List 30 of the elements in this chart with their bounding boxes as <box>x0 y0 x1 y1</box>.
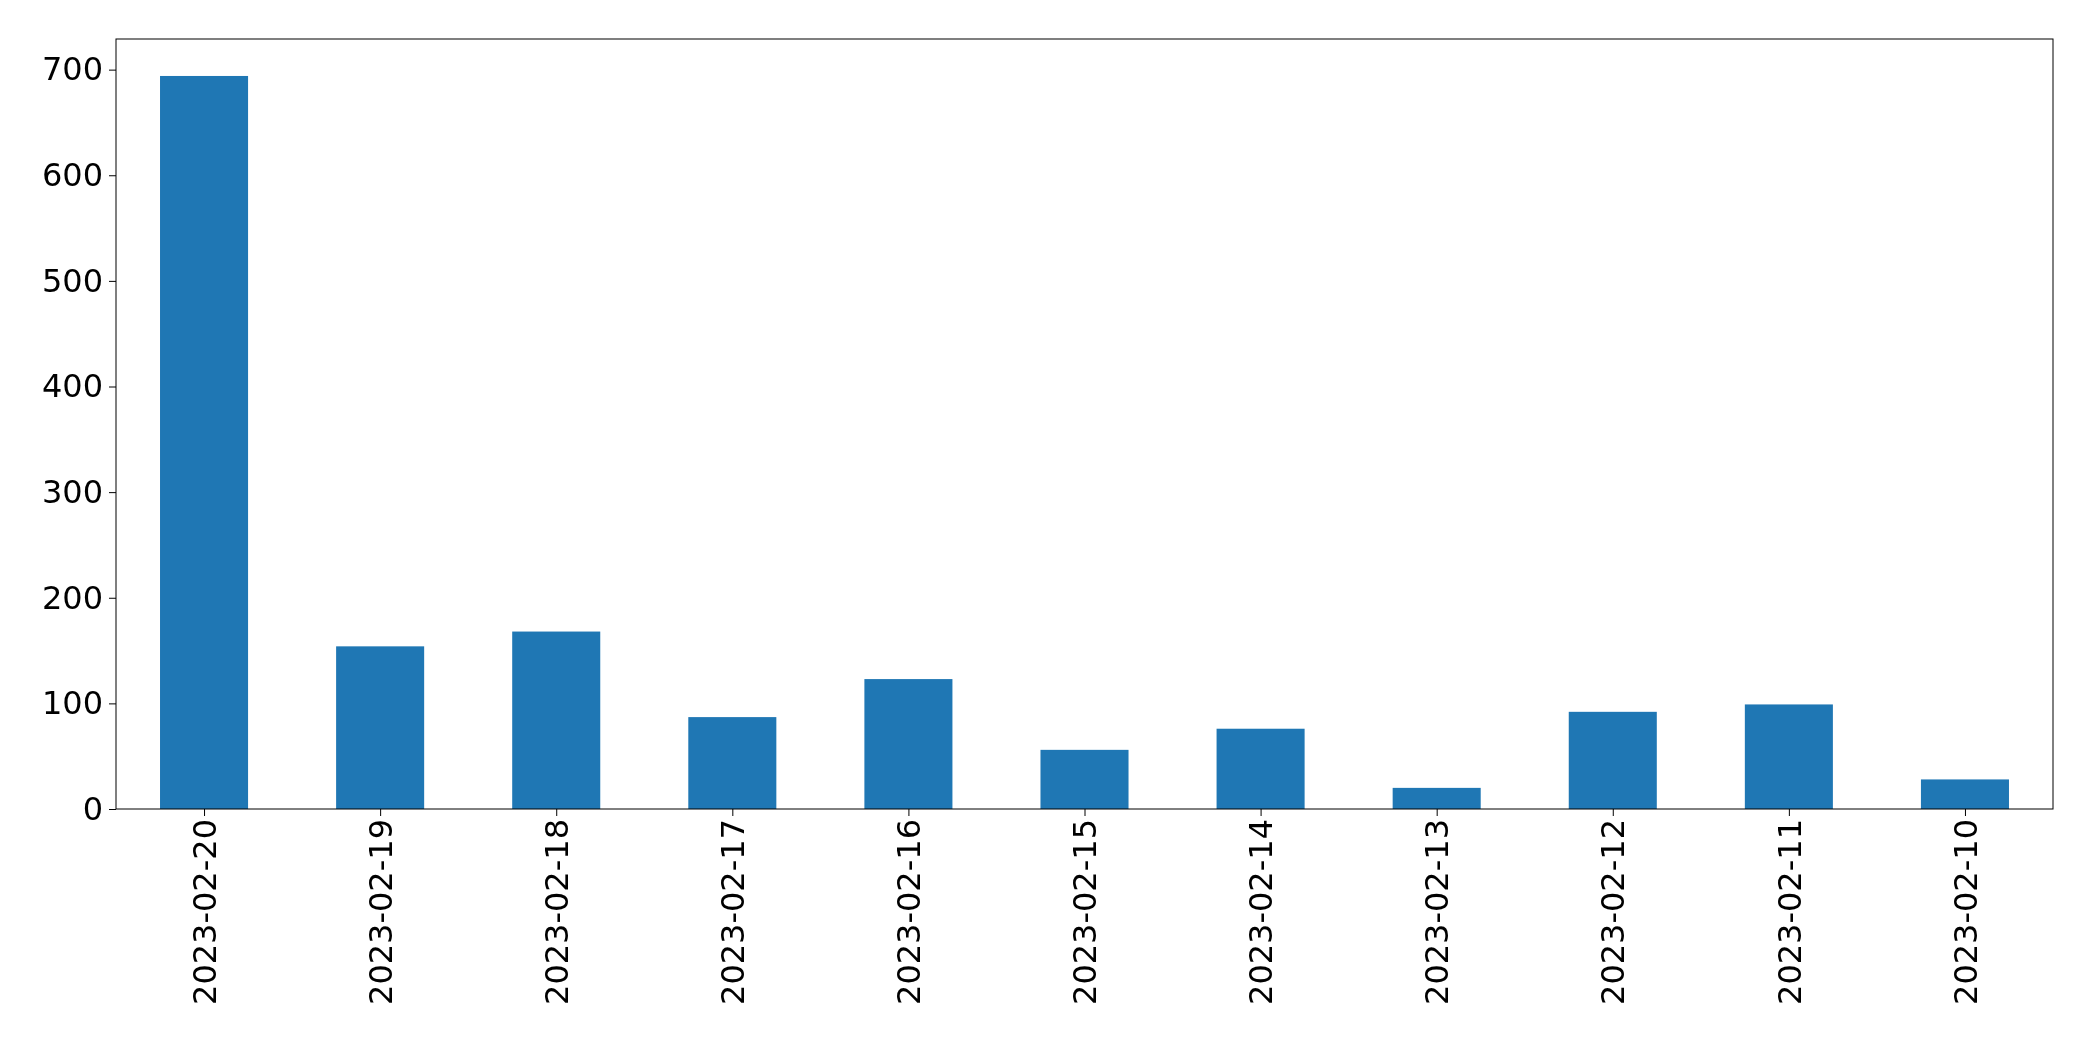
y-tick-label: 300 <box>41 472 103 511</box>
bar <box>160 75 249 809</box>
x-tick-label: 2023-02-12 <box>1594 819 1633 1005</box>
bar <box>1392 787 1481 809</box>
bar <box>688 717 777 809</box>
bar <box>1744 704 1833 809</box>
x-tick-label: 2023-02-10 <box>1946 819 1985 1005</box>
y-tick-label: 100 <box>41 684 103 723</box>
x-tick-label: 2023-02-16 <box>890 819 929 1005</box>
y-tick-label: 500 <box>41 261 103 300</box>
x-tick-label: 2023-02-13 <box>1418 819 1457 1005</box>
y-tick-label: 200 <box>41 578 103 617</box>
bar <box>1568 711 1657 809</box>
x-tick-label: 2023-02-14 <box>1242 819 1281 1005</box>
x-tick-label: 2023-02-18 <box>537 819 576 1005</box>
bar <box>512 631 601 809</box>
y-tick-label: 600 <box>41 156 103 194</box>
y-tick-label: 400 <box>41 367 103 406</box>
x-tick-label: 2023-02-11 <box>1770 819 1809 1005</box>
bar <box>1920 779 2009 809</box>
bar <box>1040 749 1129 809</box>
x-tick-label: 2023-02-15 <box>1066 819 1105 1005</box>
x-tick-label: 2023-02-17 <box>714 819 753 1005</box>
bar <box>864 679 953 809</box>
x-tick-label: 2023-02-19 <box>361 819 400 1005</box>
x-tick-label: 2023-02-20 <box>185 819 224 1005</box>
bar <box>336 646 425 809</box>
y-tick-label: 700 <box>41 50 103 89</box>
bar <box>1216 728 1305 809</box>
y-tick-label: 0 <box>82 789 103 828</box>
